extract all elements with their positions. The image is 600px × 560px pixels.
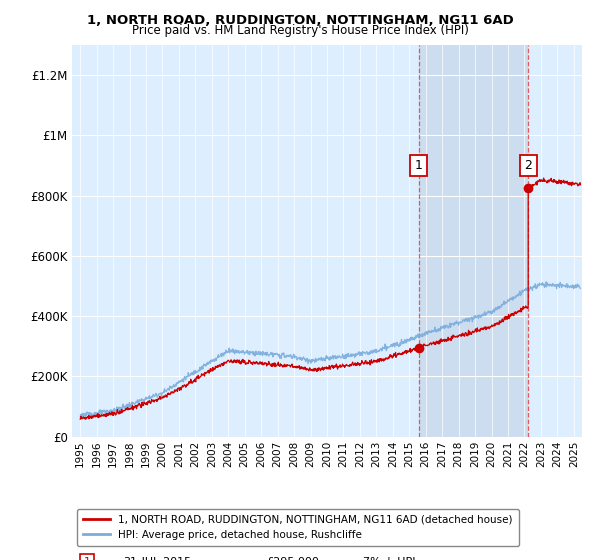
Bar — [419, 45, 528, 437]
Text: 1: 1 — [84, 557, 91, 560]
Text: 2: 2 — [524, 159, 532, 172]
Text: 1: 1 — [415, 159, 423, 172]
Text: 7% ↓ HPI: 7% ↓ HPI — [362, 557, 415, 560]
Text: £295,000: £295,000 — [266, 557, 319, 560]
Legend: 1, NORTH ROAD, RUDDINGTON, NOTTINGHAM, NG11 6AD (detached house), HPI: Average p: 1, NORTH ROAD, RUDDINGTON, NOTTINGHAM, N… — [77, 508, 518, 547]
Text: Price paid vs. HM Land Registry's House Price Index (HPI): Price paid vs. HM Land Registry's House … — [131, 24, 469, 36]
Text: 1, NORTH ROAD, RUDDINGTON, NOTTINGHAM, NG11 6AD: 1, NORTH ROAD, RUDDINGTON, NOTTINGHAM, N… — [86, 14, 514, 27]
Text: 31-JUL-2015: 31-JUL-2015 — [123, 557, 191, 560]
